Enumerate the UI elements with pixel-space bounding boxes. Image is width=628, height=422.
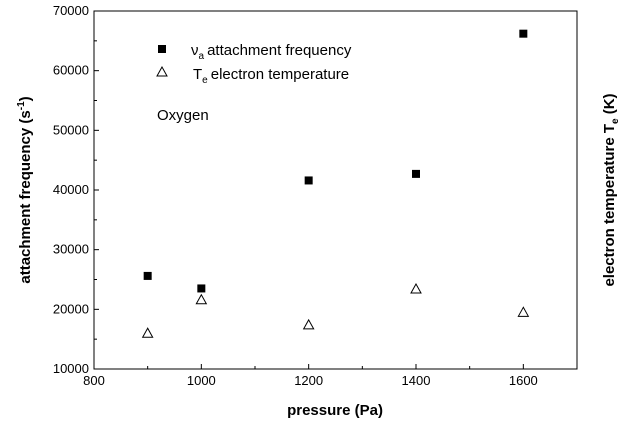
- x-tick-label: 800: [83, 373, 105, 388]
- legend-subscript: a: [199, 51, 205, 62]
- electron-temperature-point: [195, 293, 208, 305]
- y-axis-label-sup: -1: [16, 101, 27, 110]
- legend-symbol: T: [193, 66, 202, 83]
- y-axis-ticks: 10000 20000 30000 40000 50000 60000 70000: [53, 3, 99, 376]
- y-tick-label: 70000: [53, 3, 89, 18]
- annotation-oxygen: Oxygen: [157, 107, 209, 124]
- legend-label: attachment frequency: [207, 42, 352, 59]
- y-axis-label-close: ): [17, 96, 34, 101]
- legend-subscript: e: [202, 75, 208, 86]
- plot-frame: [93, 10, 578, 370]
- x-tick-label: 1200: [294, 373, 323, 388]
- data-points: [141, 29, 530, 338]
- legend-entry-electron-temperature: Te electron temperature: [193, 66, 349, 86]
- y2-axis-label: electron temperature Te (K): [601, 93, 621, 286]
- legend-marker-electron-temperature: [156, 65, 168, 77]
- y2-axis-label-text: electron temperature T: [601, 124, 618, 287]
- x-tick-label: 1600: [509, 373, 538, 388]
- attachment-frequency-point: [412, 169, 420, 178]
- y-axis-label: attachment frequency (s-1): [16, 96, 34, 283]
- x-axis-ticks: 800 1000 1200 1400 1600: [83, 364, 538, 388]
- electron-temperature-point: [410, 283, 422, 294]
- attachment-frequency-point: [519, 29, 528, 38]
- attachment-frequency-point: [304, 176, 313, 185]
- y-tick-label: 40000: [53, 182, 89, 197]
- y-tick-label: 60000: [53, 63, 89, 78]
- electron-temperature-point: [141, 327, 154, 338]
- attachment-frequency-point: [143, 271, 152, 280]
- legend-symbol: ν: [191, 42, 199, 59]
- x-tick-label: 1000: [187, 373, 216, 388]
- y-tick-label: 30000: [53, 242, 89, 257]
- y-tick-label: 20000: [53, 301, 89, 316]
- legend-marker-attachment-frequency: [158, 45, 166, 53]
- x-tick-label: 1400: [402, 373, 431, 388]
- legend-label: electron temperature: [211, 66, 349, 83]
- y2-axis-label-sub: e: [610, 118, 621, 124]
- attachment-frequency-point: [197, 284, 206, 293]
- electron-temperature-point: [517, 306, 530, 317]
- electron-temperature-point: [302, 318, 315, 330]
- y-tick-label: 50000: [53, 122, 89, 137]
- y-axis-label-text: attachment frequency (s: [17, 110, 34, 283]
- legend-entry-attachment-frequency: νa attachment frequency: [191, 42, 352, 62]
- legend: νa attachment frequency Te electron temper…: [156, 42, 352, 86]
- y-tick-label: 10000: [53, 361, 89, 376]
- y2-axis-label-unit: (K): [601, 93, 618, 118]
- x-axis-label: pressure (Pa): [287, 402, 383, 419]
